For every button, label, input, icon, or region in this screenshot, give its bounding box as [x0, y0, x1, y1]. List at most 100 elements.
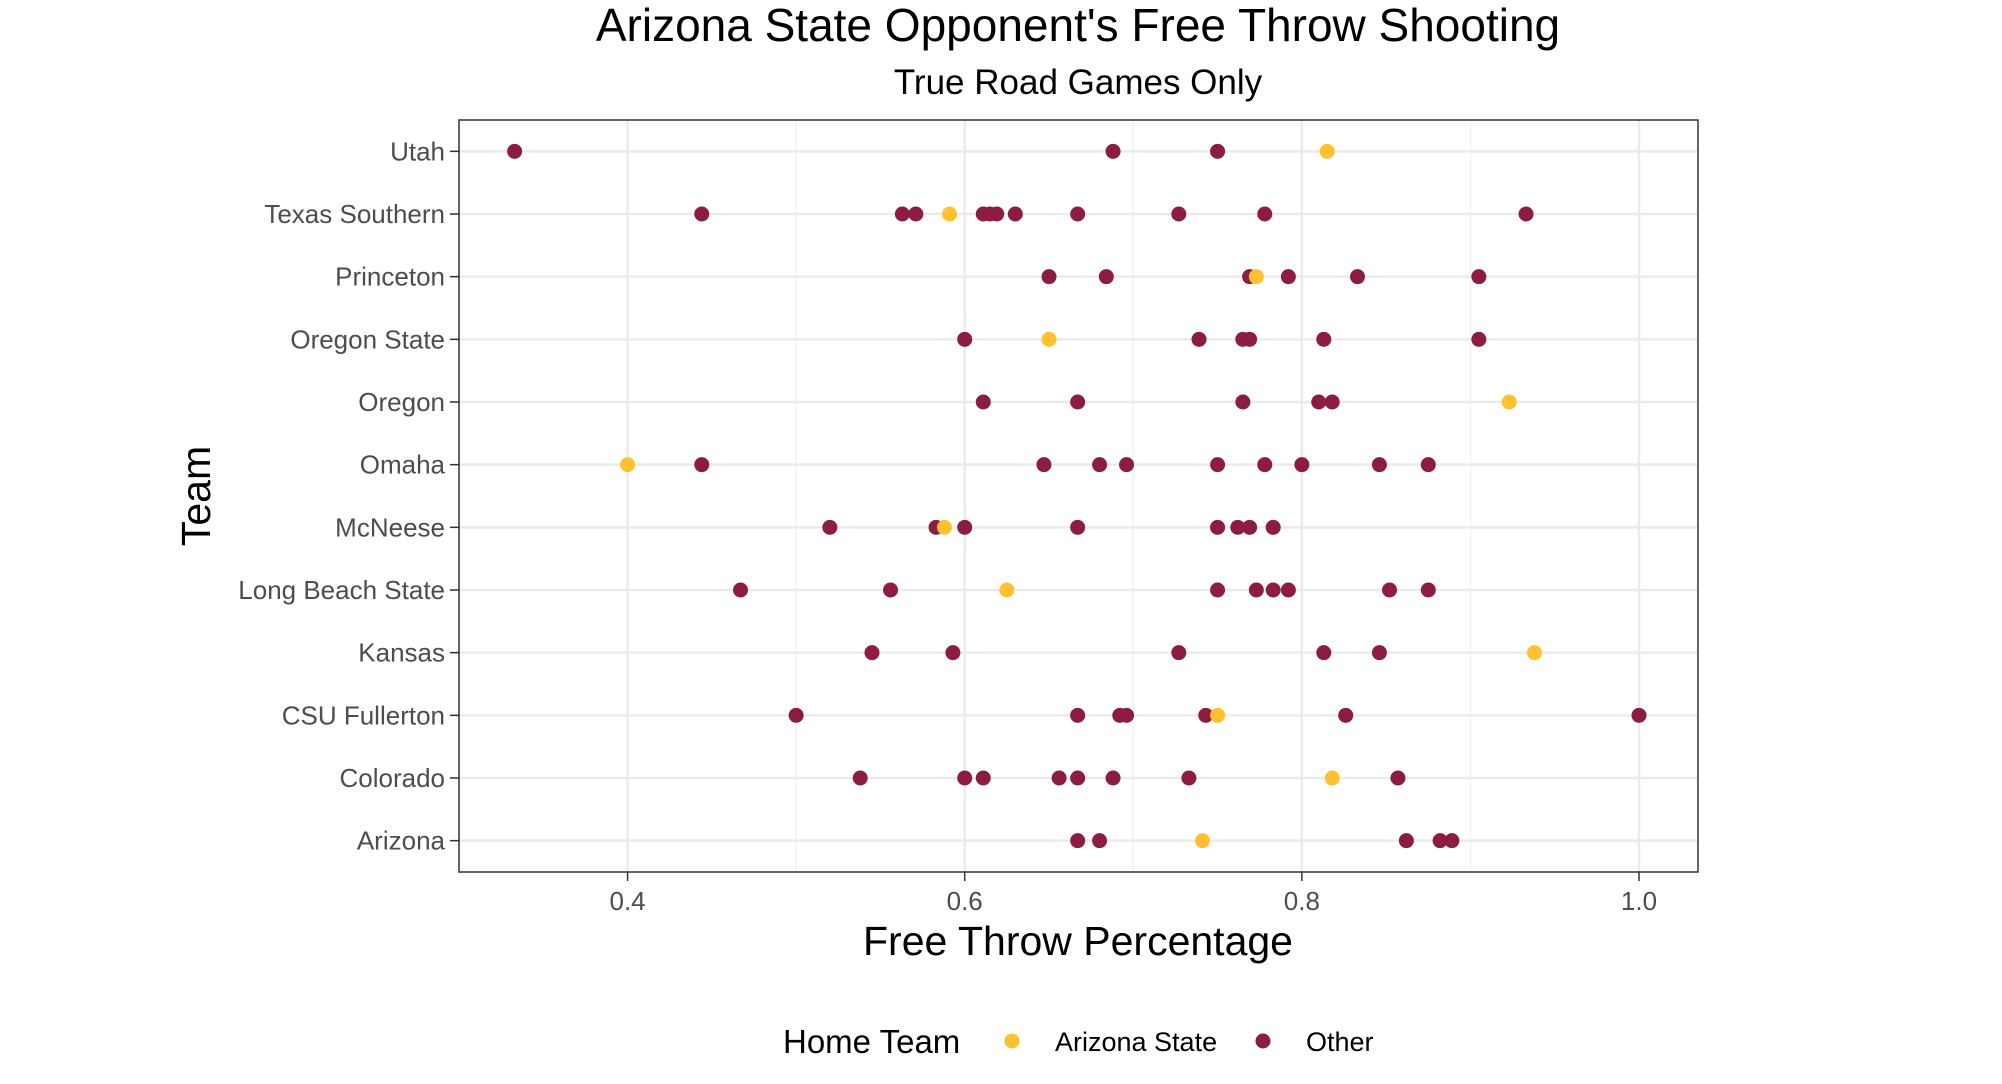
point-other-csu-fullerton	[788, 707, 804, 723]
legend-title: Home Team	[783, 1023, 960, 1060]
plot-panel	[458, 119, 1699, 873]
point-arizona-state-long-beach-state	[999, 582, 1015, 598]
legend-key-other	[1255, 1033, 1271, 1049]
x-tick-label: 0.4	[609, 886, 645, 916]
point-other-colorado	[1105, 770, 1121, 786]
point-other-oregon-state	[1191, 331, 1207, 347]
point-other-long-beach-state	[1265, 582, 1281, 598]
y-tick-label-colorado: Colorado	[339, 763, 445, 793]
point-arizona-state-mcneese	[936, 519, 952, 535]
point-other-texas-southern	[694, 206, 710, 222]
point-other-mcneese	[1242, 519, 1258, 535]
y-axis: Arizona Colorado CSU Fullerton Kansas Long B…	[238, 136, 459, 856]
point-arizona-state-arizona	[1194, 833, 1210, 849]
y-axis-title: Team	[173, 446, 219, 546]
point-arizona-state-kansas	[1526, 645, 1542, 661]
point-arizona-state-colorado	[1324, 770, 1340, 786]
point-other-oregon-state	[1471, 331, 1487, 347]
point-other-colorado	[975, 770, 991, 786]
point-other-oregon-state	[1316, 331, 1332, 347]
point-other-colorado	[852, 770, 868, 786]
point-other-kansas	[945, 645, 961, 661]
point-other-mcneese	[1210, 519, 1226, 535]
y-tick-label-oregon-state: Oregon State	[290, 324, 445, 354]
x-tick-label: 0.8	[1284, 886, 1320, 916]
point-other-oregon-state	[1242, 331, 1258, 347]
chart-subtitle: True Road Games Only	[894, 63, 1263, 102]
x-axis: 0.4 0.6 0.8 1.0	[609, 872, 1657, 916]
point-arizona-state-utah	[1319, 143, 1335, 159]
point-arizona-state-princeton	[1248, 269, 1264, 285]
x-tick-label: 0.6	[947, 886, 983, 916]
point-other-arizona	[1092, 833, 1108, 849]
point-other-long-beach-state	[1210, 582, 1226, 598]
point-arizona-state-csu-fullerton	[1210, 707, 1226, 723]
point-other-arizona	[1398, 833, 1414, 849]
point-other-omaha	[1092, 457, 1108, 473]
point-other-texas-southern	[1007, 206, 1023, 222]
y-tick-label-arizona: Arizona	[357, 826, 446, 856]
y-tick-label-kansas: Kansas	[358, 638, 445, 668]
point-other-oregon	[1324, 394, 1340, 410]
data-points	[507, 143, 1647, 849]
point-other-mcneese	[957, 519, 973, 535]
y-tick-label-omaha: Omaha	[360, 450, 446, 480]
point-other-utah	[1105, 143, 1121, 159]
point-other-princeton	[1098, 269, 1114, 285]
point-other-omaha	[1257, 457, 1273, 473]
point-other-long-beach-state	[1280, 582, 1296, 598]
y-tick-label-utah: Utah	[390, 136, 445, 166]
point-other-arizona	[1444, 833, 1460, 849]
point-other-csu-fullerton	[1198, 707, 1214, 723]
legend-label-arizona-state: Arizona State	[1055, 1027, 1217, 1057]
point-other-oregon-state	[957, 331, 973, 347]
point-other-princeton	[1041, 269, 1057, 285]
point-other-oregon	[1235, 394, 1251, 410]
point-other-texas-southern	[989, 206, 1005, 222]
point-other-oregon	[1070, 394, 1086, 410]
y-tick-label-princeton: Princeton	[335, 262, 445, 292]
point-other-texas-southern	[1070, 206, 1086, 222]
point-other-csu-fullerton	[1070, 707, 1086, 723]
x-tick-label: 1.0	[1621, 886, 1657, 916]
point-other-kansas	[1171, 645, 1187, 661]
y-tick-label-csu-fullerton: CSU Fullerton	[282, 700, 445, 730]
point-other-csu-fullerton	[1631, 707, 1647, 723]
point-other-utah	[507, 143, 523, 159]
point-arizona-state-oregon	[1501, 394, 1517, 410]
point-other-arizona	[1070, 833, 1086, 849]
y-tick-label-long-beach-state: Long Beach State	[238, 575, 445, 605]
point-arizona-state-omaha	[620, 457, 636, 473]
point-other-texas-southern	[1257, 206, 1273, 222]
point-other-texas-southern	[1518, 206, 1534, 222]
point-other-kansas	[1371, 645, 1387, 661]
point-other-oregon	[1311, 394, 1327, 410]
x-axis-title: Free Throw Percentage	[863, 918, 1293, 964]
point-other-csu-fullerton	[1119, 707, 1135, 723]
legend-key-arizona-state	[1004, 1033, 1020, 1049]
point-other-kansas	[1316, 645, 1332, 661]
point-other-mcneese	[1265, 519, 1281, 535]
point-other-long-beach-state	[733, 582, 749, 598]
legend-label-other: Other	[1306, 1027, 1374, 1057]
point-other-utah	[1210, 143, 1226, 159]
y-tick-label-oregon: Oregon	[358, 387, 445, 417]
point-other-texas-southern	[894, 206, 910, 222]
point-other-mcneese	[822, 519, 838, 535]
point-other-arizona	[1432, 833, 1448, 849]
point-other-omaha	[1294, 457, 1310, 473]
point-other-texas-southern	[908, 206, 924, 222]
point-other-colorado	[957, 770, 973, 786]
point-arizona-state-oregon-state	[1041, 331, 1057, 347]
y-tick-label-texas-southern: Texas Southern	[264, 199, 445, 229]
point-other-colorado	[1051, 770, 1067, 786]
point-other-csu-fullerton	[1338, 707, 1354, 723]
point-other-oregon	[975, 394, 991, 410]
point-other-long-beach-state	[1382, 582, 1398, 598]
point-other-texas-southern	[1171, 206, 1187, 222]
legend: Home Team Arizona State Other	[783, 1023, 1374, 1060]
point-other-omaha	[1371, 457, 1387, 473]
point-other-kansas	[864, 645, 880, 661]
y-tick-label-mcneese: McNeese	[335, 512, 445, 542]
point-other-omaha	[1119, 457, 1135, 473]
